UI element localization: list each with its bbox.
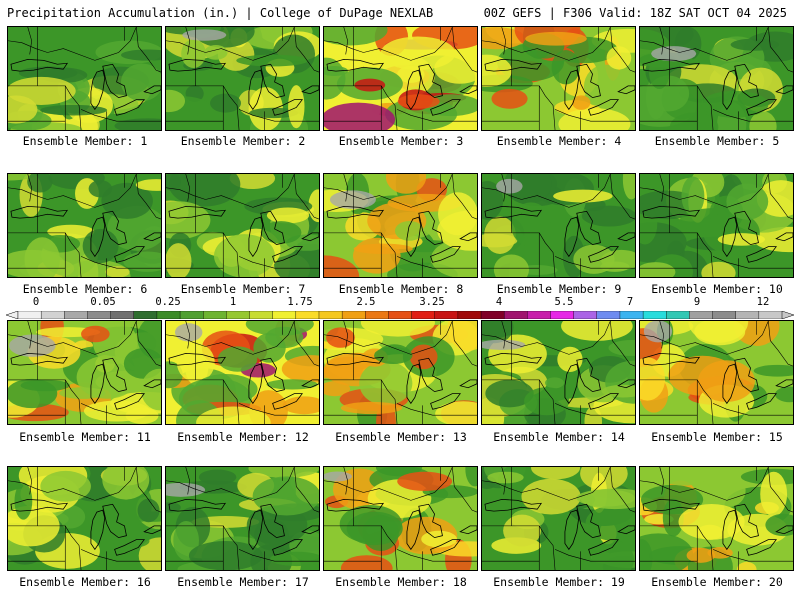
- legend-tick-label: 0.05: [90, 296, 116, 308]
- precip-colorbar: [6, 311, 794, 319]
- legend-tick-label: 0: [32, 296, 40, 308]
- colorbar-swatch: [642, 311, 667, 319]
- colorbar-swatch: [596, 311, 621, 319]
- colorbar-swatch: [550, 311, 575, 319]
- colorbar-swatch: [411, 311, 436, 319]
- ensemble-map-1: [7, 26, 162, 131]
- header-title: Precipitation Accumulation (in.) | Colle…: [7, 6, 434, 20]
- colorbar-swatch: [133, 311, 158, 319]
- colorbar-swatch: [110, 311, 135, 319]
- ensemble-member-label: Ensemble Member: 17: [177, 575, 309, 589]
- colorbar-swatch: [666, 311, 690, 319]
- ensemble-member-label: Ensemble Member: 19: [493, 575, 625, 589]
- precip-legend: 0 0.05 0.25 1 1.75 2.5 3.25 4 5.5 7 9 12: [0, 296, 800, 320]
- ensemble-member-label: Ensemble Member: 16: [19, 575, 151, 589]
- ensemble-map-11: [7, 320, 162, 425]
- colorbar-swatch: [480, 311, 505, 319]
- colorbar-swatch: [735, 311, 760, 319]
- colorbar-swatch: [17, 311, 42, 319]
- ensemble-member-label: Ensemble Member: 7: [180, 282, 306, 296]
- colorbar-swatch: [203, 311, 227, 319]
- colorbar-swatch: [758, 311, 783, 319]
- ensemble-member-label: Ensemble Member: 5: [654, 134, 780, 148]
- ensemble-map-13: [323, 320, 478, 425]
- colorbar-swatch: [503, 311, 528, 319]
- colorbar-swatch: [434, 311, 459, 319]
- ensemble-map-12: [165, 320, 320, 425]
- ensemble-member-label: Ensemble Member: 9: [496, 282, 622, 296]
- ensemble-member-label: Ensemble Member: 11: [19, 430, 151, 444]
- colorbar-swatch: [295, 311, 320, 319]
- ensemble-member-label: Ensemble Member: 13: [335, 430, 467, 444]
- ensemble-member-label: Ensemble Member: 1: [22, 134, 148, 148]
- ensemble-member-label: Ensemble Member: 18: [335, 575, 467, 589]
- colorbar-swatch: [689, 311, 714, 319]
- ensemble-member-label: Ensemble Member: 12: [177, 430, 309, 444]
- colorbar-swatch: [179, 311, 204, 319]
- colorbar-arrow-left: [6, 311, 19, 319]
- ensemble-map-17: [165, 466, 320, 571]
- ensemble-member-label: Ensemble Member: 3: [338, 134, 464, 148]
- legend-tick-label: 9: [693, 296, 701, 308]
- colorbar-swatch: [249, 311, 274, 319]
- colorbar-arrow-right: [781, 311, 794, 319]
- ensemble-map-4: [481, 26, 636, 131]
- legend-tick-label: 12: [756, 296, 770, 308]
- legend-tick-label: 0.25: [155, 296, 181, 308]
- ensemble-map-6: [7, 173, 162, 278]
- legend-tick-label: 4: [495, 296, 503, 308]
- ensemble-map-19: [481, 466, 636, 571]
- ensemble-map-14: [481, 320, 636, 425]
- colorbar-swatch: [365, 311, 389, 319]
- ensemble-member-label: Ensemble Member: 10: [651, 282, 783, 296]
- colorbar-swatch: [40, 311, 65, 319]
- colorbar-swatch: [341, 311, 366, 319]
- colorbar-swatch: [619, 311, 644, 319]
- legend-tick-label: 2.5: [356, 296, 376, 308]
- ensemble-map-10: [639, 173, 794, 278]
- ensemble-map-3: [323, 26, 478, 131]
- legend-tick-label: 5.5: [554, 296, 574, 308]
- colorbar-swatch: [87, 311, 112, 319]
- legend-tick-label: 3.25: [419, 296, 445, 308]
- ensemble-member-label: Ensemble Member: 15: [651, 430, 783, 444]
- legend-tick-label: 1: [229, 296, 237, 308]
- ensemble-map-7: [165, 173, 320, 278]
- ensemble-map-5: [639, 26, 794, 131]
- ensemble-member-label: Ensemble Member: 6: [22, 282, 148, 296]
- ensemble-member-label: Ensemble Member: 8: [338, 282, 464, 296]
- legend-tick-label: 1.75: [287, 296, 313, 308]
- ensemble-map-2: [165, 26, 320, 131]
- colorbar-swatch: [712, 311, 737, 319]
- colorbar-swatch: [457, 311, 482, 319]
- ensemble-map-9: [481, 173, 636, 278]
- colorbar-swatch: [272, 311, 297, 319]
- colorbar-swatch: [527, 311, 551, 319]
- colorbar-swatch: [318, 311, 343, 319]
- ensemble-member-label: Ensemble Member: 2: [180, 134, 306, 148]
- ensemble-map-16: [7, 466, 162, 571]
- header-run-info: 00Z GEFS | F306 Valid: 18Z SAT OCT 04 20…: [483, 6, 787, 20]
- colorbar-swatch: [226, 311, 251, 319]
- colorbar-swatch: [573, 311, 598, 319]
- ensemble-map-20: [639, 466, 794, 571]
- ensemble-map-18: [323, 466, 478, 571]
- ensemble-map-15: [639, 320, 794, 425]
- colorbar-swatch: [156, 311, 181, 319]
- colorbar-swatch: [64, 311, 88, 319]
- colorbar-swatch: [388, 311, 413, 319]
- ensemble-member-label: Ensemble Member: 20: [651, 575, 783, 589]
- ensemble-member-label: Ensemble Member: 4: [496, 134, 622, 148]
- ensemble-map-8: [323, 173, 478, 278]
- legend-tick-label: 7: [626, 296, 634, 308]
- ensemble-member-label: Ensemble Member: 14: [493, 430, 625, 444]
